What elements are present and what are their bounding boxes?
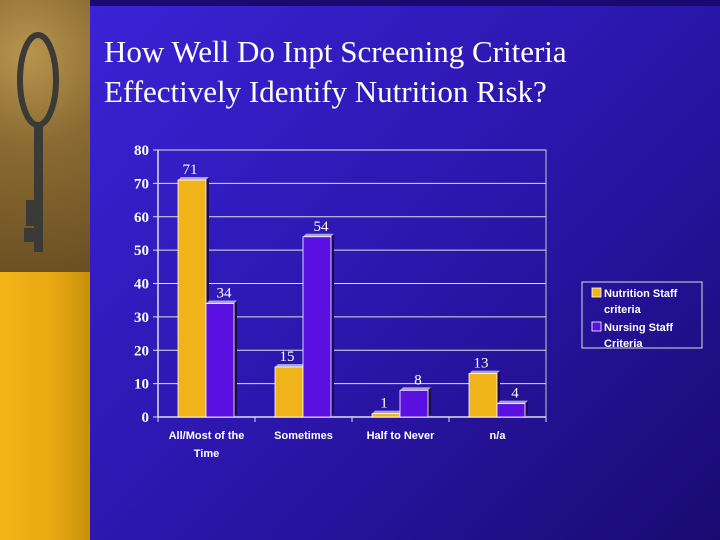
top-rule (90, 0, 720, 6)
y-tick-label-70: 70 (134, 176, 149, 192)
legend-label-1-0: Nursing Staff (604, 322, 673, 334)
y-tick-label-80: 80 (134, 143, 149, 159)
data-label-1-2: 8 (414, 372, 422, 388)
legend-box (581, 281, 703, 349)
bar-side-1-2 (428, 387, 431, 417)
bar-top-0-1 (275, 363, 306, 367)
y-tick-label-50: 50 (134, 243, 149, 259)
legend-swatch-0 (591, 287, 602, 298)
legend-label-1-1: Criteria (604, 338, 643, 350)
bar-0-3 (468, 373, 498, 418)
data-label-1-3: 4 (511, 386, 519, 402)
category-label-1-0: Sometimes (274, 430, 333, 442)
category-label-0-1: Time (194, 448, 219, 460)
y-tick-label-20: 20 (134, 343, 149, 359)
data-label-0-1: 15 (280, 349, 295, 365)
bar-0-0 (177, 179, 207, 418)
bar-top-1-2 (400, 387, 431, 391)
data-label-0-0: 71 (183, 162, 198, 178)
slide-title-line-2: Effectively Identify Nutrition Risk? (104, 74, 547, 109)
category-label-0-0: All/Most of the (169, 430, 245, 442)
y-tick-label-0: 0 (142, 410, 150, 426)
slide-title: How Well Do Inpt Screening Criteria Effe… (104, 32, 704, 112)
legend-label-0-1: criteria (604, 304, 642, 316)
category-label-2-0: Half to Never (367, 430, 436, 442)
legend-swatch-1 (591, 321, 602, 332)
key-photo-image (0, 0, 90, 272)
data-label-1-0: 34 (217, 286, 233, 302)
bar-0-2 (371, 413, 401, 418)
bar-top-0-0 (178, 177, 209, 181)
bar-top-1-1 (303, 233, 334, 237)
bar-side-1-3 (525, 400, 528, 417)
bar-top-0-2 (372, 410, 403, 414)
data-label-1-1: 54 (314, 219, 330, 235)
bar-1-3 (496, 403, 526, 418)
bar-top-1-0 (206, 300, 237, 304)
bar-side-1-0 (234, 300, 237, 417)
category-label-3-0: n/a (490, 430, 507, 442)
bar-side-1-1 (331, 233, 334, 417)
y-tick-label-60: 60 (134, 210, 149, 226)
y-tick-label-40: 40 (134, 277, 149, 293)
bar-0-1 (274, 366, 304, 418)
data-label-0-2: 1 (380, 396, 388, 412)
bar-1-0 (205, 303, 235, 418)
bar-top-0-3 (469, 370, 500, 374)
data-label-0-3: 13 (474, 356, 489, 372)
y-tick-label-30: 30 (134, 310, 149, 326)
slide-title-line-1: How Well Do Inpt Screening Criteria (104, 34, 567, 69)
key-icon (17, 32, 59, 252)
legend-label-0-0: Nutrition Staff (604, 288, 678, 300)
bar-1-2 (399, 389, 429, 418)
bar-top-1-3 (497, 400, 528, 404)
bar-1-1 (302, 236, 332, 418)
y-tick-label-10: 10 (134, 377, 149, 393)
